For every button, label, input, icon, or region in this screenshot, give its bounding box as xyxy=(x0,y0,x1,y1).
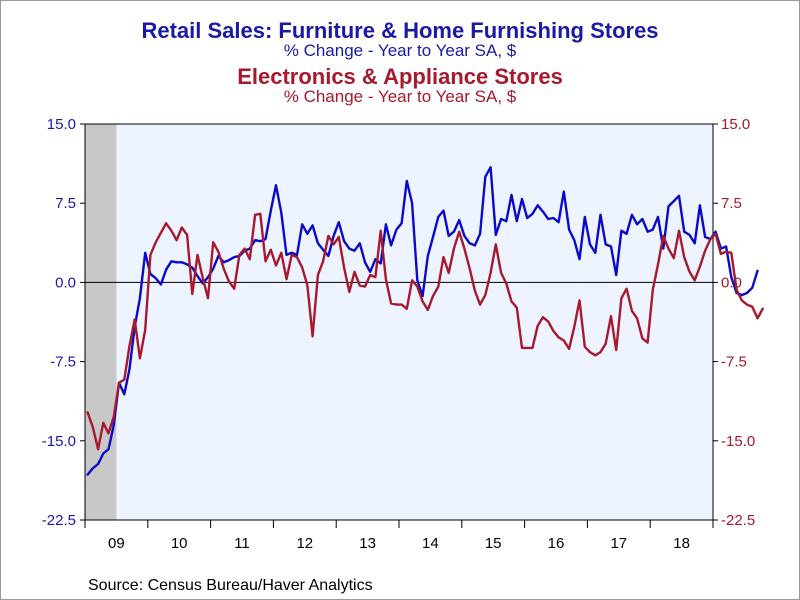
y-tick-label-right: 15.0 xyxy=(721,116,750,133)
y-tick-label-left: 15.0 xyxy=(47,116,76,133)
source-note: Source: Census Bureau/Haver Analytics xyxy=(88,577,373,594)
y-tick-label-right: -22.5 xyxy=(721,512,755,529)
chart-subtitle-electronics: % Change - Year to Year SA, $ xyxy=(283,87,517,106)
x-tick-label: 12 xyxy=(296,535,313,552)
x-tick-label: 17 xyxy=(610,535,627,552)
y-tick-label-right: -15.0 xyxy=(721,433,755,450)
chart-title-furniture: Retail Sales: Furniture & Home Furnishin… xyxy=(141,18,659,43)
plot-area xyxy=(85,124,713,520)
x-tick-label: 14 xyxy=(422,535,439,552)
series-line-electronics xyxy=(86,212,764,451)
x-tick-label: 10 xyxy=(171,535,188,552)
recession-shading xyxy=(85,124,117,520)
chart-title-electronics: Electronics & Appliance Stores xyxy=(237,64,563,89)
x-tick-label: 16 xyxy=(548,535,565,552)
chart-subtitle-furniture: % Change - Year to Year SA, $ xyxy=(283,41,517,60)
y-tick-label-left: -22.5 xyxy=(42,512,76,529)
x-tick-label: 11 xyxy=(234,535,250,552)
x-tick-label: 13 xyxy=(359,535,376,552)
y-tick-label-left: -7.5 xyxy=(50,354,76,371)
y-tick-label-right: -7.5 xyxy=(721,354,747,371)
x-tick-label: 15 xyxy=(485,535,502,552)
y-tick-label-left: 7.5 xyxy=(55,195,76,212)
series-line-furniture xyxy=(86,166,759,476)
y-tick-label-left: -15.0 xyxy=(42,433,76,450)
x-tick-label: 18 xyxy=(673,535,690,552)
y-tick-label-right: 7.5 xyxy=(721,195,742,212)
y-tick-label-left: 0.0 xyxy=(55,274,76,291)
x-tick-label: 09 xyxy=(108,535,125,552)
